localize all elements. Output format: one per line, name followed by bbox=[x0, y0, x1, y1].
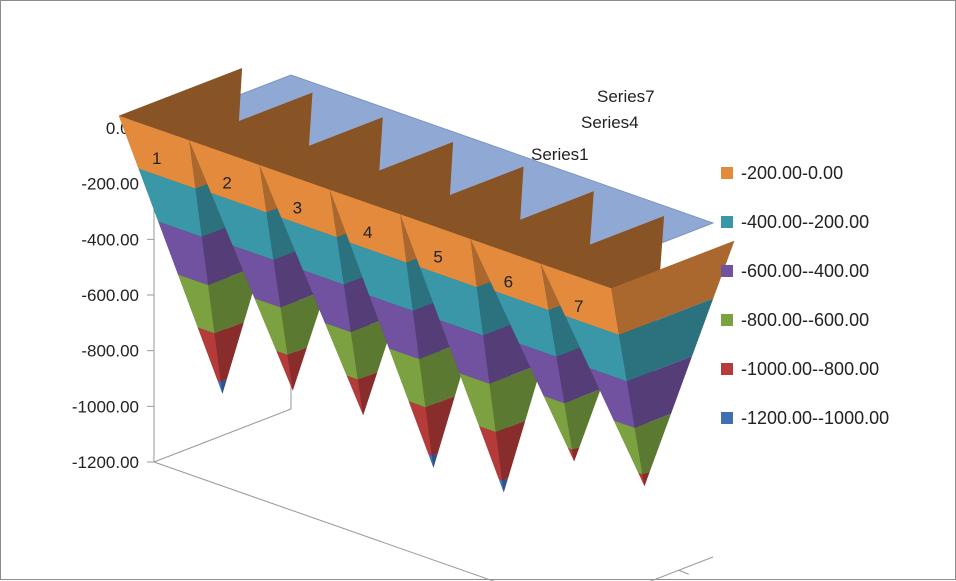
surface-band bbox=[634, 413, 671, 475]
category-label: 5 bbox=[433, 248, 442, 267]
surface-band bbox=[214, 322, 244, 382]
legend-label: -400.00--200.00 bbox=[741, 212, 869, 232]
surface-band bbox=[281, 217, 344, 285]
surface-band bbox=[118, 115, 196, 189]
category-label: 6 bbox=[504, 272, 513, 291]
surface-band bbox=[303, 270, 351, 333]
z-tick-label: -1200.00 bbox=[72, 453, 139, 472]
surface-band bbox=[439, 320, 490, 384]
surface-band bbox=[572, 447, 580, 462]
floor-right-edge bbox=[649, 556, 714, 581]
surface-band bbox=[259, 165, 337, 238]
surface-band bbox=[431, 453, 438, 468]
surface-band bbox=[280, 289, 326, 355]
legend-label: -1200.00--1000.00 bbox=[741, 408, 889, 428]
legend-swatch bbox=[721, 265, 733, 277]
legend-label: -200.00-0.00 bbox=[741, 163, 843, 183]
legend-swatch bbox=[721, 363, 733, 375]
surface-band bbox=[217, 380, 223, 394]
z-tick-label: -200.00 bbox=[81, 175, 139, 194]
surface-band bbox=[389, 348, 426, 408]
surface-band bbox=[489, 363, 543, 433]
surface-band bbox=[197, 327, 221, 382]
surface-band bbox=[498, 479, 504, 493]
series-label: Series7 bbox=[597, 87, 655, 106]
legend-label: -600.00--400.00 bbox=[741, 261, 869, 281]
surface-band bbox=[565, 316, 627, 382]
surface-band bbox=[619, 298, 714, 382]
series-label: Series4 bbox=[581, 113, 639, 132]
surface-band bbox=[329, 189, 407, 263]
floor-front-edge bbox=[153, 461, 495, 581]
surface-band bbox=[346, 375, 364, 416]
surface-band bbox=[494, 291, 557, 357]
surface-band bbox=[138, 168, 202, 237]
surface-band bbox=[479, 426, 503, 481]
z-tick-label: -1000.00 bbox=[72, 397, 139, 416]
floor-left-edge bbox=[153, 408, 292, 463]
surface-band bbox=[540, 263, 619, 335]
surface-band bbox=[459, 373, 496, 433]
surface-band bbox=[614, 420, 643, 475]
series-label: Series1 bbox=[531, 145, 589, 164]
category-label: 3 bbox=[293, 198, 302, 217]
surface-band bbox=[626, 356, 693, 428]
z-tick-label: -400.00 bbox=[81, 230, 139, 249]
category-label: 2 bbox=[222, 174, 231, 193]
depth-tick bbox=[678, 569, 689, 575]
surface-band bbox=[211, 193, 274, 260]
surface-band bbox=[425, 396, 455, 456]
legend-label: -800.00--600.00 bbox=[741, 310, 869, 330]
surface-band bbox=[349, 242, 413, 311]
surface-band bbox=[357, 372, 378, 416]
surface-band bbox=[254, 298, 288, 355]
surface-band bbox=[642, 471, 650, 487]
surface-band bbox=[325, 323, 358, 380]
surface-band bbox=[276, 351, 293, 391]
surface-band bbox=[568, 448, 575, 462]
legend-swatch bbox=[721, 412, 733, 424]
z-tick-label: -600.00 bbox=[81, 286, 139, 305]
surface-band bbox=[564, 389, 601, 450]
surface-band bbox=[589, 368, 635, 428]
surface-band bbox=[232, 245, 281, 308]
category-label: 4 bbox=[363, 223, 372, 242]
surface-band bbox=[428, 454, 434, 468]
surface-band bbox=[543, 396, 573, 450]
surface-band bbox=[470, 239, 549, 311]
surface-band bbox=[178, 274, 215, 334]
legend-swatch bbox=[721, 167, 733, 179]
z-tick-label: -800.00 bbox=[81, 342, 139, 361]
legend-swatch bbox=[721, 314, 733, 326]
surface-band bbox=[638, 473, 645, 487]
surface-band bbox=[495, 420, 526, 481]
surface-band bbox=[189, 140, 267, 213]
category-label: 1 bbox=[152, 149, 161, 168]
surface-band bbox=[400, 214, 477, 288]
category-label: 7 bbox=[574, 297, 583, 316]
legend-swatch bbox=[721, 216, 733, 228]
surface-band bbox=[419, 267, 484, 336]
surface-band bbox=[158, 221, 209, 286]
surface-band bbox=[408, 401, 432, 456]
legend-label: -1000.00--800.00 bbox=[741, 359, 879, 379]
surface-band bbox=[519, 343, 565, 404]
surface-band bbox=[611, 240, 735, 335]
surface-band bbox=[287, 347, 307, 391]
surface-band bbox=[369, 295, 420, 360]
surface-band bbox=[220, 379, 227, 394]
surface-band bbox=[502, 478, 509, 493]
